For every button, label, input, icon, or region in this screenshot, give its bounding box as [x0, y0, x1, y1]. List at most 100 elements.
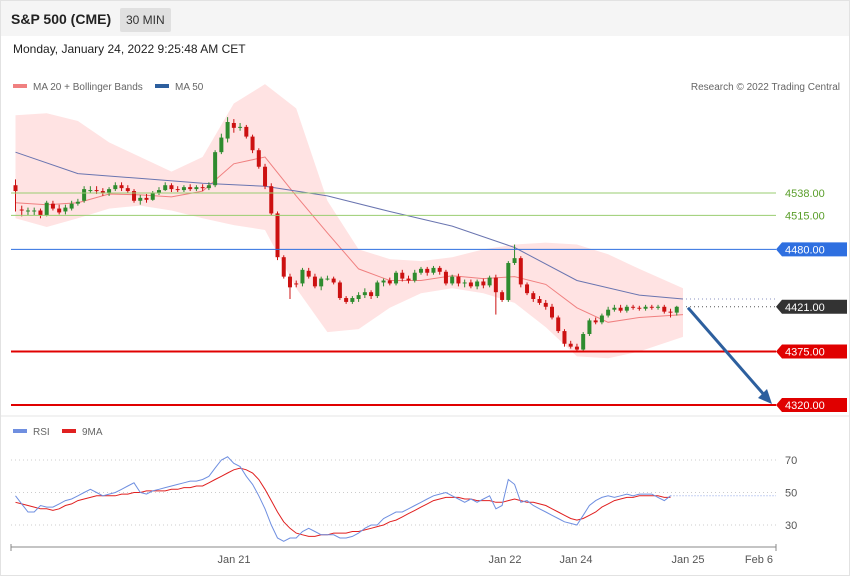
- candle-body: [674, 306, 679, 313]
- interval-badge[interactable]: 30 MIN: [120, 8, 171, 32]
- candle-body: [531, 293, 536, 299]
- candle-body: [144, 197, 149, 200]
- candle-body: [256, 150, 261, 167]
- candle-body: [263, 166, 268, 187]
- candle-body: [568, 343, 573, 347]
- candle-body: [219, 137, 224, 153]
- candle-body: [319, 278, 324, 287]
- candle-body: [63, 207, 68, 212]
- ma20-legend-swatch: [13, 84, 27, 88]
- rsi-ma-legend-swatch: [62, 429, 76, 433]
- candle-body: [300, 269, 305, 284]
- candle-body: [443, 271, 448, 284]
- candle-body: [250, 136, 255, 151]
- candle-body: [387, 280, 392, 284]
- candle-body: [668, 311, 673, 313]
- rsi-tick-label: 70: [785, 455, 797, 467]
- candle-body: [13, 185, 18, 192]
- candle-body: [275, 213, 280, 258]
- ma50-line: [15, 151, 684, 300]
- candle-body: [500, 292, 505, 300]
- candle-body: [425, 268, 430, 273]
- candle-body: [306, 270, 311, 277]
- candle-body: [375, 282, 380, 297]
- ma50-legend-label: MA 50: [175, 82, 204, 93]
- candle-body: [475, 281, 480, 287]
- x-tick-label: Jan 24: [559, 554, 592, 566]
- candle-body: [194, 187, 199, 190]
- candle-body: [556, 317, 561, 332]
- candle-body: [325, 278, 330, 280]
- candle-body: [150, 193, 155, 200]
- candle-body: [437, 267, 442, 272]
- candle-body: [156, 190, 161, 193]
- candle-body: [132, 191, 137, 201]
- candle-body: [175, 189, 180, 191]
- candle-body: [356, 295, 361, 299]
- candle-body: [75, 201, 80, 204]
- candle-body: [163, 185, 168, 191]
- candle-body: [643, 306, 648, 309]
- rsi-line: [15, 456, 671, 542]
- candle-body: [400, 272, 405, 279]
- rsi-plot: 70 50 30: [11, 455, 797, 542]
- timestamp: Monday, January 24, 2022 9:25:48 AM CET: [13, 42, 246, 56]
- forecast-arrow-shaft: [686, 306, 768, 398]
- ma20-legend-label: MA 20 + Bollinger Bands: [33, 82, 143, 93]
- candle-body: [244, 126, 249, 137]
- resistance-label: 4515.00: [785, 210, 825, 222]
- x-tick-label: Jan 22: [488, 554, 521, 566]
- candle-body: [119, 185, 124, 189]
- candle-body: [518, 258, 523, 285]
- candle-body: [44, 202, 49, 216]
- candle-body: [612, 307, 617, 310]
- candle-body: [456, 276, 461, 284]
- candle-body: [200, 187, 205, 189]
- candle-body: [512, 258, 517, 264]
- candle-body: [269, 186, 274, 214]
- candle-body: [462, 282, 467, 284]
- candle-body: [188, 187, 193, 190]
- candle-body: [543, 302, 548, 307]
- rsi-tick-label: 50: [785, 488, 797, 500]
- candle-body: [624, 306, 629, 311]
- candle-body: [38, 210, 43, 216]
- candle-body: [231, 122, 236, 128]
- rsi-legend-label: RSI: [33, 427, 50, 438]
- candle-body: [113, 185, 118, 190]
- candle-body: [581, 334, 586, 350]
- candle-body: [631, 306, 636, 308]
- candle-body: [481, 281, 486, 286]
- candle-body: [138, 197, 143, 201]
- candle-body: [94, 190, 99, 192]
- candle-body: [213, 152, 218, 186]
- rsi-ma-legend-label: 9MA: [82, 427, 103, 438]
- candle-body: [25, 210, 30, 212]
- candle-body: [107, 189, 112, 193]
- candle-body: [656, 306, 661, 308]
- candle-body: [418, 268, 423, 273]
- candle-body: [362, 292, 367, 296]
- candle-body: [574, 346, 579, 350]
- candle-body: [337, 282, 342, 299]
- level-tag-label: 4421.00: [785, 302, 825, 314]
- candle-body: [225, 122, 230, 139]
- candle-body: [487, 277, 492, 286]
- resistance-label: 4538.00: [785, 188, 825, 200]
- candle-body: [493, 277, 498, 293]
- level-tag: [776, 398, 847, 412]
- candle-body: [450, 276, 455, 284]
- candle-body: [606, 309, 611, 316]
- level-tag: [776, 299, 847, 314]
- candle-body: [599, 315, 604, 323]
- candle-body: [312, 276, 317, 287]
- candle-body: [587, 320, 592, 335]
- candle-body: [294, 283, 299, 285]
- ma50-legend-swatch: [155, 84, 169, 88]
- candle-body: [525, 284, 530, 294]
- candle-body: [82, 189, 87, 201]
- candle-body: [506, 263, 511, 300]
- candle-body: [238, 126, 243, 128]
- header-bar: S&P 500 (CME) 30 MIN: [1, 1, 849, 36]
- candle-body: [69, 203, 74, 209]
